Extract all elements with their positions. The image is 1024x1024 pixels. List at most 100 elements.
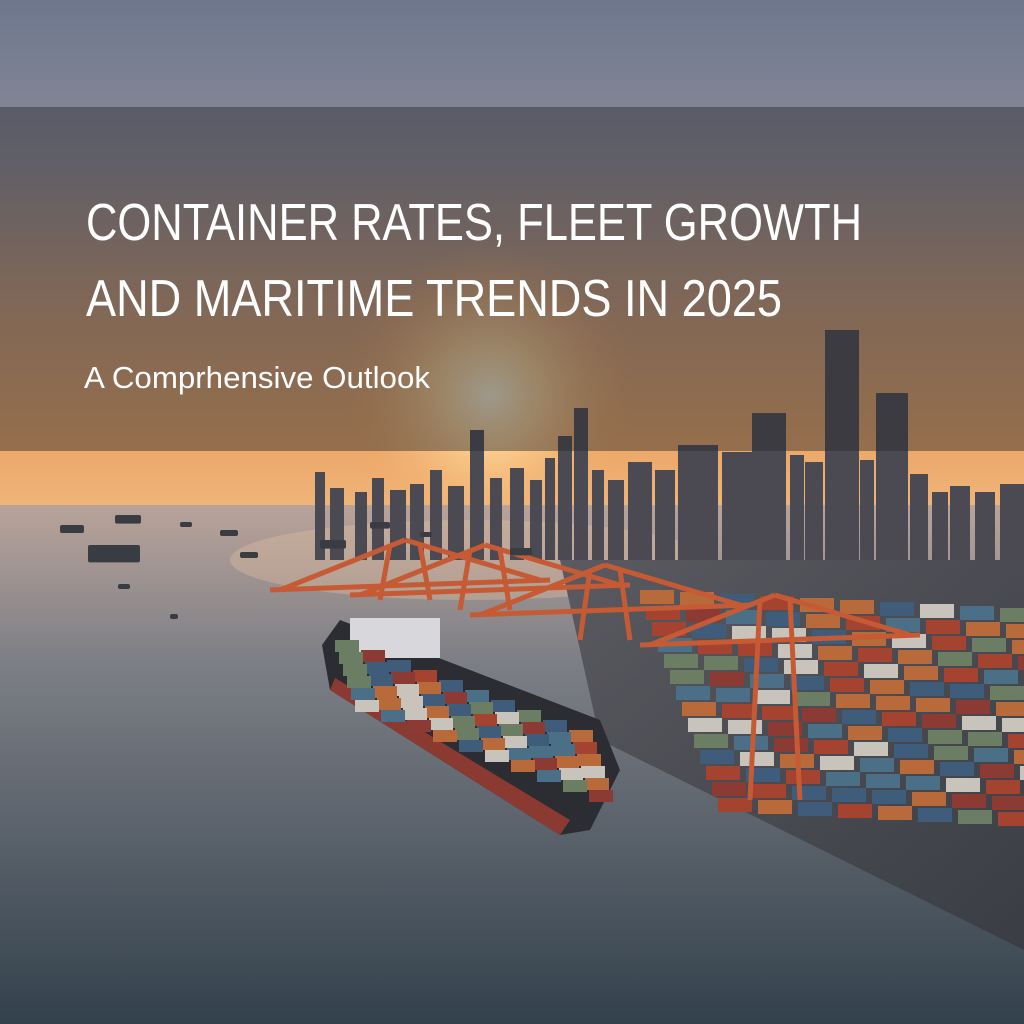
container <box>563 780 587 792</box>
container <box>966 622 1000 636</box>
building <box>876 393 908 560</box>
container <box>910 682 944 696</box>
container <box>369 674 393 686</box>
container <box>481 738 505 750</box>
container <box>842 710 876 724</box>
container <box>335 640 359 652</box>
container <box>343 664 367 676</box>
container <box>1018 656 1024 670</box>
crane-leg <box>377 544 393 601</box>
container <box>425 706 449 718</box>
building <box>448 486 464 560</box>
building <box>390 490 406 560</box>
ship-cargo <box>335 640 613 802</box>
crane-stay <box>604 562 741 608</box>
container <box>928 730 962 744</box>
boat <box>240 552 258 558</box>
crane-stay <box>649 592 776 648</box>
crane-leg <box>577 569 593 641</box>
boat <box>60 525 84 533</box>
building <box>608 480 624 560</box>
container <box>740 752 774 766</box>
container <box>455 728 479 740</box>
boat <box>510 548 532 556</box>
container <box>1020 766 1024 780</box>
container <box>962 716 996 730</box>
container <box>882 712 916 726</box>
container <box>495 712 519 724</box>
container <box>878 806 912 820</box>
container <box>796 692 830 706</box>
boat <box>320 540 346 549</box>
container <box>459 740 483 752</box>
container <box>990 686 1024 700</box>
container <box>710 672 744 686</box>
container <box>365 662 389 674</box>
container <box>373 686 397 698</box>
container <box>1002 718 1024 732</box>
container <box>752 784 786 798</box>
container <box>934 746 968 760</box>
container <box>1006 624 1024 638</box>
building <box>545 458 555 560</box>
container <box>728 720 762 734</box>
crane-leg <box>747 599 763 801</box>
container <box>559 768 583 780</box>
container <box>507 748 531 760</box>
container <box>774 738 808 752</box>
crane-leg <box>457 549 473 611</box>
building <box>628 462 652 560</box>
container <box>429 718 453 730</box>
container <box>403 708 427 720</box>
container <box>876 696 910 710</box>
container <box>537 770 561 782</box>
title-line: CONTAINER RATES, FLEET GROWTH <box>86 194 862 252</box>
building <box>574 408 588 560</box>
building <box>910 474 928 560</box>
building <box>510 468 524 560</box>
building <box>372 478 384 560</box>
container <box>499 724 523 736</box>
building <box>558 436 572 560</box>
container <box>491 700 515 712</box>
crane-stay <box>359 542 486 598</box>
container <box>387 660 411 672</box>
building <box>790 455 804 560</box>
container <box>806 614 840 628</box>
boat <box>115 515 141 524</box>
cranes <box>269 537 921 801</box>
container <box>956 700 990 714</box>
container <box>525 734 549 746</box>
boat <box>220 530 238 536</box>
crane-boom <box>469 602 751 618</box>
container <box>904 666 938 680</box>
container <box>820 756 854 770</box>
container <box>704 656 738 670</box>
boat <box>180 522 192 527</box>
container <box>944 668 978 682</box>
building <box>355 492 367 560</box>
container <box>920 604 954 618</box>
crane-stay <box>479 562 606 618</box>
container <box>738 642 772 656</box>
container <box>978 654 1012 668</box>
container <box>465 690 489 702</box>
crane-stay <box>774 592 911 638</box>
crane-leg <box>497 549 513 611</box>
container <box>744 658 778 672</box>
container <box>670 670 704 684</box>
container <box>952 794 986 808</box>
container <box>808 724 842 738</box>
container <box>912 792 946 806</box>
container <box>569 730 593 742</box>
container <box>676 686 710 700</box>
crane-stay <box>404 537 541 583</box>
container <box>351 688 375 700</box>
container <box>946 778 980 792</box>
container <box>814 740 848 754</box>
container <box>1012 640 1024 654</box>
container <box>716 688 750 702</box>
container <box>473 714 497 726</box>
container <box>413 670 437 682</box>
